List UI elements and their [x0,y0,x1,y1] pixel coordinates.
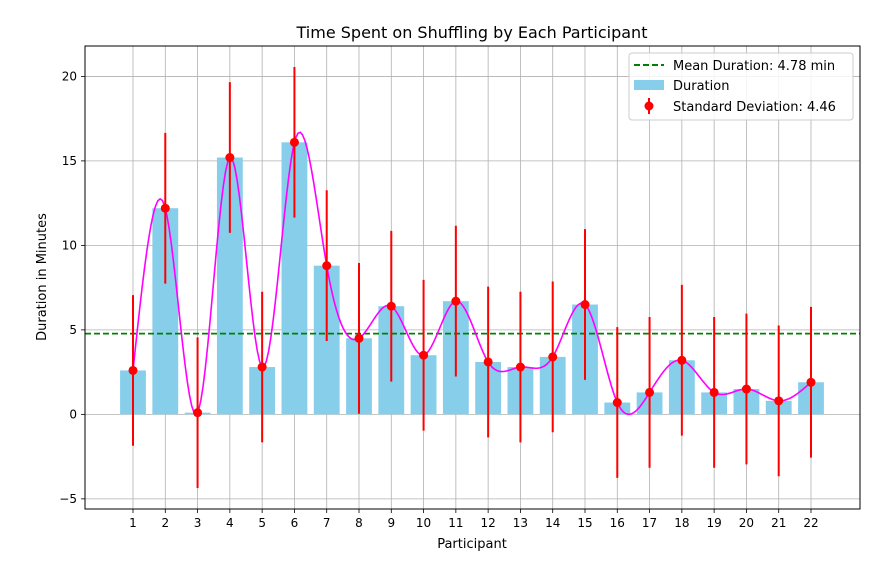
legend-mean-label: Mean Duration: 4.78 min [673,59,835,74]
data-point [386,301,396,311]
data-point [677,355,687,365]
legend-error-marker [644,101,654,111]
data-point [451,296,461,306]
data-point [257,362,267,372]
data-point [580,300,590,310]
legend-bar-swatch [634,80,664,90]
x-tick-label: 1 [129,516,137,530]
data-point [612,398,622,408]
y-ticks: −5 0 5 10 15 20 [59,69,85,506]
data-point [128,365,138,375]
x-tick-label: 9 [387,516,395,530]
y-tick-label: 10 [62,238,77,252]
x-tick-label: 11 [448,516,463,530]
data-point [709,387,719,397]
x-tick-label: 13 [513,516,528,530]
y-tick-label: 20 [62,69,77,83]
x-tick-label: 8 [355,516,363,530]
x-tick-label: 10 [416,516,431,530]
data-point [289,137,299,147]
x-tick-label: 22 [803,516,818,530]
x-tick-label: 17 [642,516,657,530]
y-tick-label: 0 [69,407,77,421]
legend: Mean Duration: 4.78 min Duration Standar… [628,52,854,121]
x-tick-label: 20 [739,516,754,530]
legend-bar-label: Duration [673,79,729,94]
x-ticks: 1 2 3 4 5 6 7 8 9 10 11 12 13 14 15 16 17 18 19 20 21 22 [129,509,819,530]
data-point [806,377,816,387]
x-tick-label: 19 [707,516,722,530]
x-tick-label: 3 [194,516,202,530]
y-axis-label: Duration in Minutes [35,213,50,341]
data-point [774,396,784,406]
y-tick-label: 5 [69,323,77,337]
x-tick-label: 4 [226,516,234,530]
x-tick-label: 7 [323,516,331,530]
legend-box [628,52,854,121]
x-tick-label: 18 [674,516,689,530]
data-point [193,408,203,418]
data-point [354,333,364,343]
y-tick-label: 15 [62,154,77,168]
data-point [483,357,493,367]
smooth-curve [132,131,812,416]
legend-error-label: Standard Deviation: 4.46 [673,100,836,115]
x-tick-label: 21 [771,516,786,530]
chart-title: Time Spent on Shuffling by Each Particip… [296,23,648,42]
x-tick-label: 5 [258,516,266,530]
x-tick-label: 2 [161,516,169,530]
data-point [225,153,235,163]
x-tick-label: 14 [545,516,560,530]
x-tick-label: 6 [291,516,299,530]
data-point [419,350,429,360]
data-point [322,261,332,271]
data-point [548,352,558,362]
data-point [645,387,655,397]
data-point [741,384,751,394]
x-axis-label: Participant [437,537,507,552]
plot-frame [84,45,861,510]
data-point [160,203,170,213]
x-tick-label: 16 [610,516,625,530]
error-bars [128,66,816,489]
y-tick-label: −5 [59,492,77,506]
x-tick-label: 12 [481,516,496,530]
data-point [515,362,525,372]
x-tick-label: 15 [577,516,592,530]
